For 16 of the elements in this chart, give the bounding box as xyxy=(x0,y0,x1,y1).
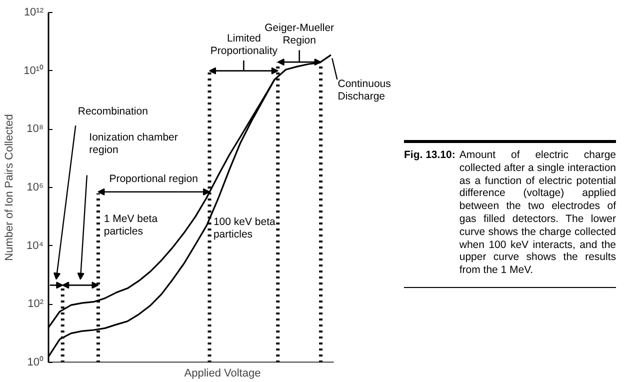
y-tick-label: 10¹² xyxy=(24,6,44,18)
series-label: 100 keV beta particles xyxy=(213,216,276,241)
y-axis-title: Number of Ion Pairs Collected xyxy=(4,114,16,261)
series-label: 1 MeV beta particles xyxy=(104,213,158,238)
y-tick-label: 10⁰ xyxy=(27,356,44,368)
annotation: Recombination xyxy=(78,106,148,118)
y-tick-label: 10² xyxy=(28,298,44,310)
y-tick-label: 10⁸ xyxy=(26,123,44,136)
annotation: Ionization chamber region xyxy=(89,131,178,156)
y-tick-label: 10¹⁰ xyxy=(24,64,44,77)
annotation: Proportional region xyxy=(109,172,198,185)
x-axis-title: Applied Voltage xyxy=(184,368,261,380)
y-tick-label: 10⁶ xyxy=(26,182,44,194)
text: Fig. 13.10: Amount of electric charge collected after a single interaction as a function of electric potential difference (voltage) applied between the two electrodes of gas filled detectors. The lower curve shows the charge collected when 100 keV interacts, and the upper curve shows the results from the 1 MeV. xyxy=(404,149,616,276)
y-tick-label: 10⁴ xyxy=(26,240,44,252)
text: Continuous Discharge xyxy=(338,78,391,103)
